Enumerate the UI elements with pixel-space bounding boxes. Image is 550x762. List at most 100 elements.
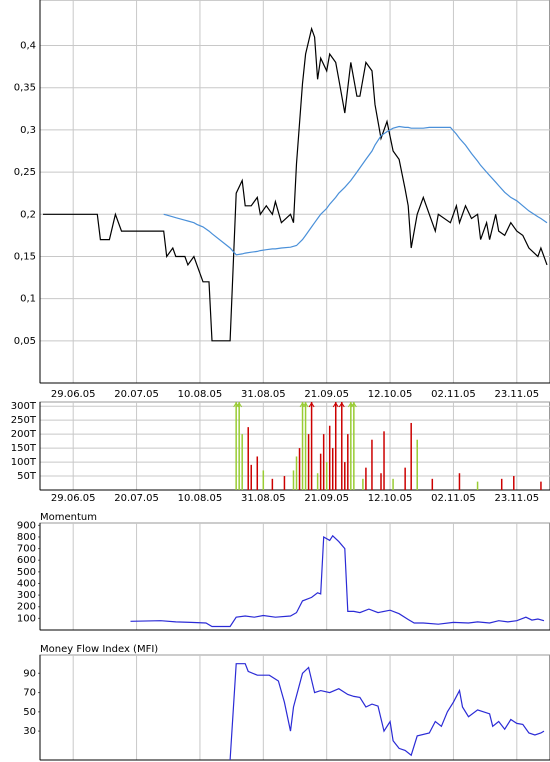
y-tick-label: 0,4 bbox=[20, 41, 36, 52]
bar bbox=[325, 462, 328, 490]
y-tick-label: 0,25 bbox=[14, 167, 36, 178]
plot-area bbox=[39, 522, 550, 631]
y-tick-label: 700 bbox=[17, 544, 36, 555]
bar bbox=[371, 439, 373, 490]
y-tick-label: 0,05 bbox=[14, 336, 36, 347]
x-tick-label: 29.06.05 bbox=[51, 389, 96, 400]
price-line bbox=[229, 663, 545, 761]
price-line bbox=[163, 125, 548, 256]
y-tick-label: 300 bbox=[17, 590, 36, 601]
overflow-arrow bbox=[302, 402, 309, 408]
y-tick-label: 250T bbox=[11, 415, 37, 426]
bar bbox=[416, 439, 418, 490]
bar bbox=[307, 434, 310, 490]
y-tick-label: 0,35 bbox=[14, 83, 36, 94]
y-tick-label: 0,1 bbox=[20, 294, 36, 305]
bar bbox=[383, 431, 385, 490]
y-tick-label: 50 bbox=[23, 707, 36, 718]
x-tick-label: 31.08.05 bbox=[241, 389, 286, 400]
bar bbox=[316, 473, 319, 490]
y-tick-label: 900 bbox=[17, 520, 36, 531]
y-tick-label: 70 bbox=[23, 688, 36, 699]
bar bbox=[341, 402, 343, 490]
overflow-arrow bbox=[308, 402, 315, 408]
overflow-arrow bbox=[350, 402, 357, 408]
bar bbox=[283, 476, 286, 490]
y-tick-label: 200T bbox=[11, 429, 37, 440]
bar bbox=[353, 402, 355, 490]
bars bbox=[233, 402, 542, 490]
bar bbox=[238, 402, 240, 490]
bar bbox=[500, 478, 503, 490]
bar bbox=[271, 478, 274, 490]
bar bbox=[256, 456, 259, 490]
plot-area bbox=[39, 401, 550, 491]
bar bbox=[292, 470, 295, 490]
bar bbox=[310, 402, 313, 490]
x-tick-label: 10.08.05 bbox=[178, 389, 223, 400]
price-line bbox=[43, 26, 548, 342]
bar bbox=[298, 448, 301, 490]
y-tick-label: 400 bbox=[17, 578, 36, 589]
bar bbox=[250, 464, 252, 490]
bar bbox=[295, 456, 298, 490]
y-tick-label: 0,15 bbox=[14, 251, 36, 262]
plot-area bbox=[39, 654, 550, 761]
price-line bbox=[130, 534, 545, 628]
overflow-arrow bbox=[338, 402, 345, 408]
bar bbox=[431, 478, 434, 490]
y-tick-label: 100 bbox=[17, 613, 36, 624]
x-tick-label: 02.11.05 bbox=[431, 389, 476, 400]
bar bbox=[247, 427, 249, 490]
overflow-arrow bbox=[236, 402, 243, 408]
y-tick-label: 0,3 bbox=[20, 125, 36, 136]
bar bbox=[392, 478, 394, 490]
bar bbox=[344, 462, 346, 490]
bar bbox=[328, 425, 331, 490]
x-tick-label: 20.07.05 bbox=[114, 389, 159, 400]
x-tick-label: 23.11.05 bbox=[495, 389, 540, 400]
panel-title: Money Flow Index (MFI) bbox=[40, 644, 158, 655]
bar bbox=[347, 434, 349, 490]
bar bbox=[241, 434, 243, 490]
bar bbox=[319, 453, 322, 490]
y-tick-label: 90 bbox=[23, 668, 36, 679]
y-tick-label: 0,2 bbox=[20, 209, 36, 220]
x-tick-label: 10.08.05 bbox=[178, 493, 223, 504]
x-tick-label: 23.11.05 bbox=[495, 493, 540, 504]
bar bbox=[331, 448, 334, 490]
x-tick-label: 21.09.05 bbox=[304, 493, 349, 504]
bar bbox=[362, 478, 364, 490]
x-tick-label: 20.07.05 bbox=[114, 493, 159, 504]
y-tick-label: 30 bbox=[23, 726, 36, 737]
x-tick-label: 02.11.05 bbox=[431, 493, 476, 504]
bar bbox=[476, 481, 479, 490]
bar bbox=[404, 467, 406, 490]
bar bbox=[262, 470, 265, 490]
x-tick-label: 21.09.05 bbox=[304, 389, 349, 400]
y-tick-label: 200 bbox=[17, 602, 36, 613]
y-tick-label: 600 bbox=[17, 555, 36, 566]
y-tick-label: 150T bbox=[11, 443, 37, 454]
bar bbox=[513, 476, 515, 490]
bar bbox=[350, 402, 352, 490]
y-tick-label: 500 bbox=[17, 567, 36, 578]
x-tick-label: 12.10.05 bbox=[368, 389, 413, 400]
bar bbox=[235, 402, 237, 490]
bar bbox=[304, 402, 307, 490]
bar bbox=[322, 434, 325, 490]
panel-title: Momentum bbox=[40, 512, 97, 523]
bar bbox=[410, 422, 412, 490]
bar bbox=[301, 402, 304, 490]
x-tick-label: 31.08.05 bbox=[241, 493, 286, 504]
y-tick-label: 800 bbox=[17, 532, 36, 543]
x-tick-label: 29.06.05 bbox=[51, 493, 96, 504]
y-tick-label: 300T bbox=[11, 401, 37, 412]
y-tick-label: 50T bbox=[17, 471, 37, 482]
bar bbox=[365, 467, 367, 490]
x-tick-label: 12.10.05 bbox=[368, 493, 413, 504]
overflow-arrow bbox=[332, 402, 339, 408]
y-tick-label: 100T bbox=[11, 457, 37, 468]
